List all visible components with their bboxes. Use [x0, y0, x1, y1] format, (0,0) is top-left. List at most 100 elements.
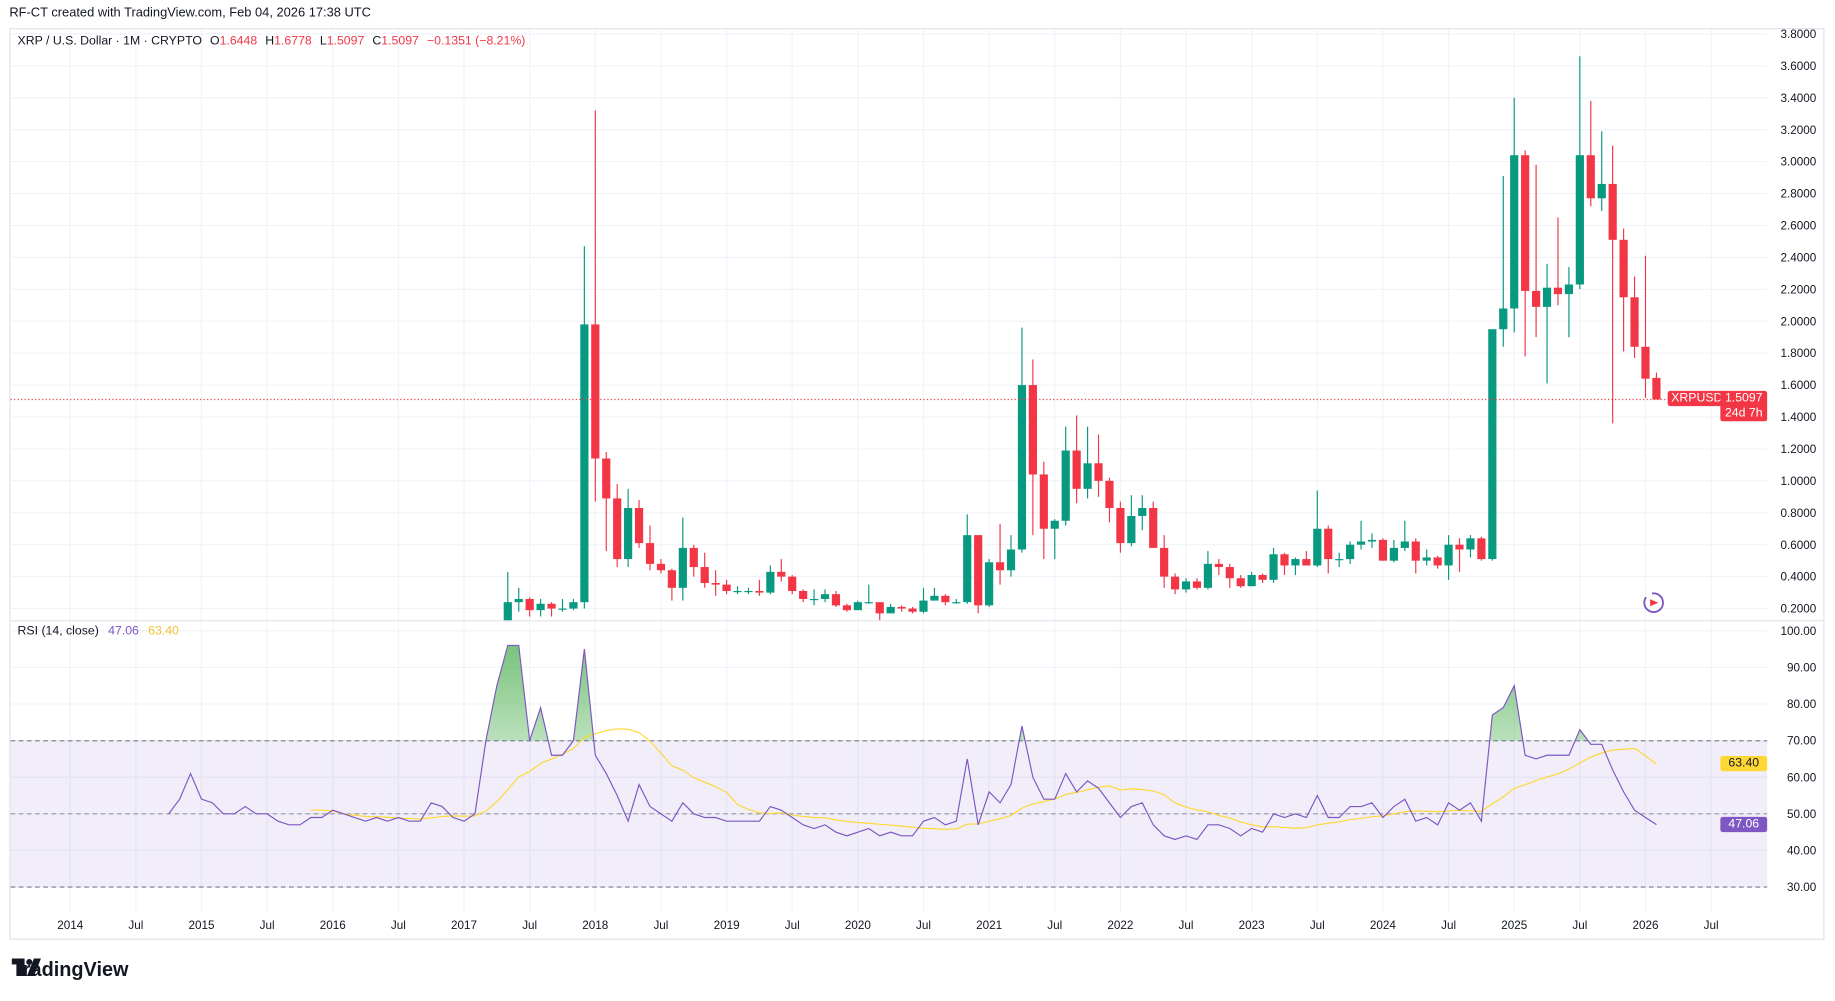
- candle: [613, 484, 622, 568]
- candle-body: [678, 547, 687, 588]
- candle-body: [624, 507, 633, 560]
- candle-body: [1521, 155, 1530, 291]
- time-tick-label: Jul: [1704, 919, 1719, 932]
- candle-body: [886, 606, 895, 614]
- time-tick-label: 2016: [320, 919, 346, 932]
- price-axis[interactable]: 0.2000 0.4000 0.6000 0.8000 1.0000 1.2000 1.40…: [1781, 28, 1817, 616]
- candle-body: [580, 324, 589, 603]
- candle-body: [809, 598, 819, 601]
- time-axis[interactable]: 2014 Jul 2015 Jul 2016 Jul 2017 Jul 2018 Jul 2019 J…: [57, 919, 1718, 932]
- candle-body: [820, 594, 830, 599]
- candle: [1411, 538, 1420, 574]
- candle-body: [1488, 329, 1497, 560]
- candles: [503, 56, 1661, 621]
- candle-body: [1072, 450, 1081, 489]
- price-tick-label: 3.6000: [1781, 60, 1817, 73]
- candle: [558, 598, 567, 612]
- candle: [1006, 535, 1016, 577]
- candle: [1094, 434, 1103, 497]
- candle: [1192, 578, 1202, 590]
- rsi-tick-label: 90.00: [1787, 661, 1817, 674]
- price-tick-label: 0.4000: [1781, 571, 1817, 584]
- candle-body: [1411, 541, 1420, 561]
- candle-body: [985, 562, 994, 606]
- candle-body: [1389, 547, 1398, 561]
- time-tick-label: Jul: [1179, 919, 1194, 932]
- price-tick-label: 2.6000: [1781, 220, 1817, 233]
- symbol-title[interactable]: XRP / U.S. Dollar · 1M · CRYPTO: [17, 33, 202, 48]
- replay-icon[interactable]: [1643, 592, 1664, 614]
- candle-body: [788, 576, 797, 591]
- candle: [1499, 175, 1508, 347]
- candle: [799, 589, 808, 603]
- price-tick-label: 0.2000: [1781, 603, 1817, 616]
- candle: [503, 571, 512, 621]
- candle: [985, 559, 994, 607]
- rsi-legend-value: 47.06: [108, 623, 139, 638]
- candle-body: [1335, 559, 1344, 561]
- rsi-tick-label: 60.00: [1787, 771, 1817, 784]
- time-tick-label: 2022: [1107, 919, 1133, 932]
- candle-body: [1302, 559, 1311, 566]
- rsi-axis[interactable]: 30.00 40.00 50.00 60.00 70.00 80.00 90.00 100.0…: [1781, 625, 1817, 894]
- candle: [1477, 536, 1486, 561]
- candle: [536, 598, 545, 617]
- candle: [525, 597, 534, 617]
- candle-body: [799, 590, 808, 599]
- candle: [602, 452, 611, 552]
- candle: [755, 579, 764, 596]
- tradingview-logo[interactable]: TradingView: [11, 958, 129, 981]
- candle: [974, 535, 983, 614]
- last-price-value: 1.5097: [1724, 390, 1763, 405]
- candle-body: [853, 602, 862, 611]
- bar-countdown: 24d 7h: [1724, 406, 1763, 421]
- candle: [1170, 573, 1180, 595]
- candle: [1050, 519, 1059, 560]
- candle: [1269, 547, 1278, 584]
- candle: [1203, 551, 1213, 590]
- candle: [722, 579, 731, 595]
- candle-body: [1138, 507, 1147, 516]
- rsi-tick-label: 40.00: [1787, 845, 1817, 858]
- time-tick-label: 2017: [451, 919, 477, 932]
- candle: [1302, 551, 1311, 566]
- candle-body: [1608, 183, 1617, 240]
- candle-body: [755, 590, 764, 593]
- candle-body: [1597, 183, 1606, 199]
- price-tick-label: 0.8000: [1781, 507, 1817, 520]
- candle: [853, 600, 862, 611]
- high-label: H: [265, 33, 275, 48]
- time-tick-label: Jul: [128, 919, 143, 932]
- candle-body: [1564, 284, 1574, 295]
- time-tick-label: Jul: [653, 919, 668, 932]
- candle-body: [1214, 563, 1223, 568]
- low-label: L: [319, 33, 327, 48]
- candle-body: [1192, 581, 1202, 588]
- candle-body: [1346, 544, 1355, 560]
- rsi-legend: RSI (14, close) 47.06 63.40: [18, 624, 185, 638]
- candle: [1400, 520, 1409, 552]
- price-tick-label: 1.8000: [1781, 347, 1817, 360]
- candle-body: [1422, 557, 1431, 561]
- candle: [1214, 559, 1223, 576]
- candle: [963, 514, 972, 604]
- candle-body: [842, 605, 852, 611]
- candle-body: [1083, 463, 1092, 489]
- candle: [820, 589, 830, 603]
- price-tick-label: 2.4000: [1781, 251, 1817, 264]
- rsi-tick-label: 70.00: [1787, 735, 1817, 748]
- time-tick-label: Jul: [1310, 919, 1325, 932]
- candle: [700, 552, 709, 588]
- time-tick-label: 2020: [845, 919, 872, 932]
- candle-body: [875, 602, 884, 614]
- candle-body: [547, 603, 556, 609]
- candle-body: [1652, 377, 1661, 400]
- candle-body: [952, 602, 961, 604]
- candle-body: [591, 324, 600, 459]
- candle: [1510, 97, 1519, 333]
- price-tick-label: 2.8000: [1781, 188, 1817, 201]
- candle: [930, 587, 939, 601]
- rsi-title[interactable]: RSI (14, close): [17, 623, 99, 638]
- candle-body: [1170, 576, 1180, 590]
